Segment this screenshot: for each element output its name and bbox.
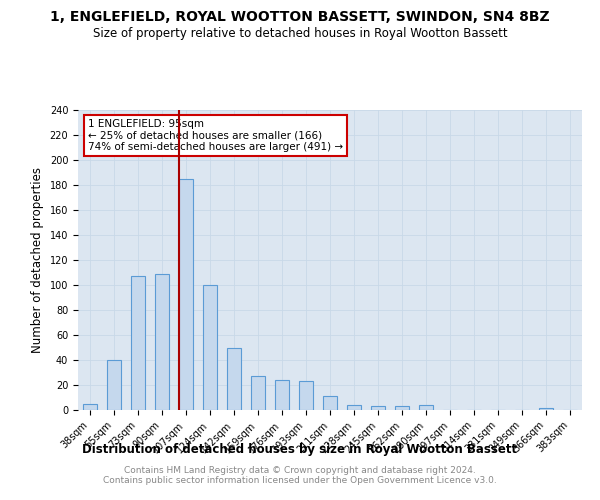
Text: Size of property relative to detached houses in Royal Wootton Bassett: Size of property relative to detached ho… xyxy=(92,28,508,40)
Text: Distribution of detached houses by size in Royal Wootton Bassett: Distribution of detached houses by size … xyxy=(82,442,518,456)
Bar xyxy=(227,348,241,410)
Bar xyxy=(83,404,97,410)
Bar xyxy=(419,405,433,410)
Bar xyxy=(395,406,409,410)
Text: Contains HM Land Registry data © Crown copyright and database right 2024.
Contai: Contains HM Land Registry data © Crown c… xyxy=(103,466,497,485)
Bar xyxy=(299,381,313,410)
Bar xyxy=(347,405,361,410)
Text: 1, ENGLEFIELD, ROYAL WOOTTON BASSETT, SWINDON, SN4 8BZ: 1, ENGLEFIELD, ROYAL WOOTTON BASSETT, SW… xyxy=(50,10,550,24)
Bar xyxy=(107,360,121,410)
Bar xyxy=(275,380,289,410)
Bar xyxy=(323,396,337,410)
Bar xyxy=(131,276,145,410)
Text: 1 ENGLEFIELD: 95sqm
← 25% of detached houses are smaller (166)
74% of semi-detac: 1 ENGLEFIELD: 95sqm ← 25% of detached ho… xyxy=(88,119,343,152)
Bar xyxy=(203,285,217,410)
Bar xyxy=(179,179,193,410)
Bar xyxy=(251,376,265,410)
Bar xyxy=(371,406,385,410)
Bar xyxy=(155,274,169,410)
Y-axis label: Number of detached properties: Number of detached properties xyxy=(31,167,44,353)
Bar xyxy=(539,408,553,410)
